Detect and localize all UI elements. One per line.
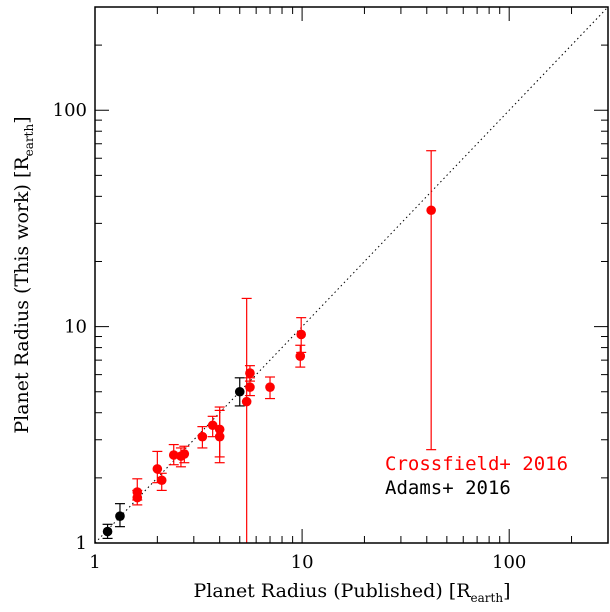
- data-point: [168, 450, 179, 460]
- data-point: [245, 382, 255, 392]
- legend-entry-adams: Adams+ 2016: [385, 477, 511, 499]
- legend: Crossfield+ 2016 Adams+ 2016: [385, 453, 568, 499]
- data-point: [207, 420, 218, 431]
- data-point: [296, 329, 306, 340]
- data-point: [156, 475, 167, 486]
- y-tick-label: 1: [76, 533, 87, 554]
- x-axis-label: Planet Radius (Published) [Rearth]: [194, 580, 511, 605]
- tick-labels: 1 10 100 1 10 100: [53, 100, 527, 573]
- data-point: [102, 526, 113, 537]
- data-point: [234, 386, 245, 397]
- data-point: [179, 449, 190, 459]
- data-point: [214, 424, 225, 435]
- data-point: [265, 382, 275, 392]
- y-tick-label: 10: [64, 317, 87, 338]
- y-tick-label: 100: [53, 100, 87, 121]
- data-point: [241, 396, 252, 407]
- x-tick-label: 10: [291, 552, 314, 573]
- data-point: [197, 431, 208, 442]
- data-point: [115, 511, 125, 522]
- data-point: [295, 351, 306, 361]
- legend-entry-crossfield: Crossfield+ 2016: [385, 453, 568, 475]
- y-axis-label: Planet Radius (This work) [Rearth]: [11, 116, 36, 433]
- x-tick-label: 1: [89, 552, 100, 573]
- data-point: [152, 464, 163, 474]
- data-point: [245, 368, 255, 378]
- data-point: [214, 431, 225, 442]
- x-tick-label: 100: [492, 552, 526, 573]
- data-points: [102, 205, 436, 537]
- plot-frame: [94, 6, 609, 544]
- data-point: [132, 492, 143, 503]
- data-point: [426, 205, 436, 216]
